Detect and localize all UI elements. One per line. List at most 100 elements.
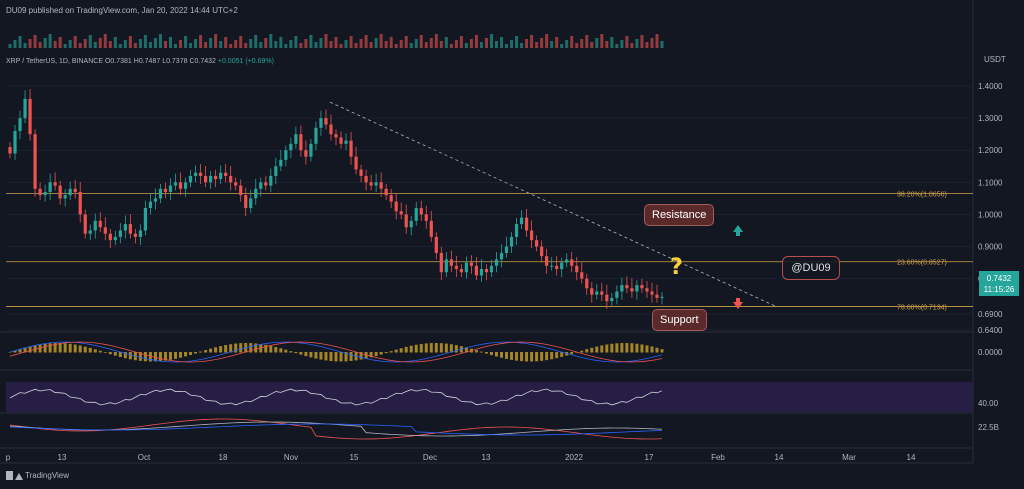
volume-bar: [595, 38, 599, 48]
fib-level-label: 38.20%(1.0656): [897, 191, 947, 198]
volume-axis-label: 22.5B: [978, 423, 999, 432]
volume-bar: [620, 40, 624, 48]
candle-body: [575, 265, 579, 273]
candle-body: [600, 291, 604, 295]
x-tick-label: 13: [58, 453, 67, 462]
volume-bar: [525, 39, 529, 48]
volume-bar: [269, 34, 273, 48]
candle-body: [499, 252, 504, 260]
macd-histogram-bar: [424, 343, 428, 353]
ohlc-change: +0.0051 (+0.69%): [217, 58, 274, 65]
macd-histogram-bar: [655, 347, 659, 353]
candle-body: [540, 246, 544, 257]
volume-bar: [414, 39, 418, 48]
volume-bar: [399, 40, 403, 48]
macd-histogram-bar: [334, 352, 338, 362]
macd-histogram-bar: [404, 346, 408, 353]
volume-bar: [28, 39, 32, 48]
candle-body: [590, 288, 594, 295]
fib-level-label: 23.60%(0.8527): [897, 260, 947, 267]
candle-body: [439, 252, 443, 273]
candle-body: [535, 240, 539, 247]
candle-body: [163, 188, 168, 192]
macd-histogram-bar: [264, 344, 268, 353]
candle-body: [244, 195, 248, 209]
volume-bar: [219, 41, 223, 48]
y-tick-label: 1.3000: [978, 114, 1003, 123]
candle-body: [299, 134, 303, 151]
volume-bar: [565, 40, 569, 48]
volume-bar: [123, 40, 127, 48]
volume-bar: [78, 43, 82, 48]
volume-bar: [148, 42, 152, 48]
candle-body: [83, 214, 87, 234]
candle-body: [319, 118, 323, 128]
candle-body: [344, 140, 348, 144]
candle-body: [364, 175, 368, 183]
volume-bar: [274, 41, 278, 48]
candle-body: [524, 217, 529, 231]
candle-body: [209, 175, 213, 183]
candle-body: [429, 220, 433, 237]
y-tick-label: 1.4000: [978, 82, 1003, 91]
volume-bar: [660, 41, 664, 48]
volume-bar: [580, 39, 584, 48]
macd-histogram-bar: [505, 352, 509, 359]
candle-body: [98, 220, 102, 228]
macd-histogram-bar: [38, 344, 42, 353]
volume-bar: [469, 39, 473, 48]
macd-histogram-bar: [464, 347, 468, 353]
macd-histogram-bar: [419, 343, 423, 353]
volume-bar: [294, 36, 298, 48]
candle-body: [484, 269, 489, 273]
volume-bar: [174, 44, 178, 48]
volume-bar: [530, 35, 534, 48]
candle-body: [509, 236, 514, 247]
candle-body: [384, 188, 388, 196]
candle-body: [204, 175, 208, 183]
volume-bar: [384, 41, 388, 48]
volume-bar: [520, 43, 524, 48]
x-tick-label: Dec: [423, 453, 437, 462]
volume-bar: [379, 34, 383, 48]
volume-bar: [374, 38, 378, 48]
volume-bar: [555, 37, 559, 48]
candle-body: [214, 175, 218, 180]
macd-histogram-bar: [349, 352, 353, 361]
volume-bar: [489, 34, 493, 48]
macd-histogram-bar: [394, 349, 398, 353]
candle-body: [625, 285, 629, 289]
macd-histogram-bar: [535, 352, 539, 362]
candle-body: [193, 172, 198, 176]
volume-bar: [93, 42, 97, 48]
candle-body: [73, 188, 77, 192]
macd-histogram-bar: [520, 352, 524, 362]
volume-bar: [194, 39, 198, 48]
candle-body: [168, 185, 173, 192]
volume-bar: [244, 43, 248, 48]
candle-body: [103, 227, 107, 234]
candle-body: [379, 182, 383, 189]
volume-bar: [18, 36, 22, 48]
macd-histogram-bar: [204, 350, 208, 353]
x-tick-label: 14: [907, 453, 916, 462]
macd-histogram-bar: [414, 344, 418, 353]
candle-body: [489, 265, 494, 273]
macd-line: [9, 341, 663, 363]
candle-body: [123, 224, 127, 231]
candle-body: [239, 185, 243, 196]
volume-bar: [479, 42, 483, 48]
macd-histogram-bar: [254, 343, 258, 353]
macd-histogram-bar: [439, 343, 443, 353]
volume-bar: [645, 42, 649, 48]
candle-body: [269, 175, 273, 186]
macd-histogram-bar: [615, 343, 619, 353]
macd-histogram-bar: [239, 343, 243, 353]
volume-bar: [239, 36, 243, 48]
footer-brand[interactable]: TradingView: [6, 471, 69, 480]
obv-ma2-line: [9, 423, 663, 436]
volume-bar: [655, 34, 659, 48]
symbol-info: XRP / TetherUS, 1D, BINANCE O0.7381 H0.7…: [6, 58, 274, 65]
macd-histogram-bar: [560, 352, 564, 357]
